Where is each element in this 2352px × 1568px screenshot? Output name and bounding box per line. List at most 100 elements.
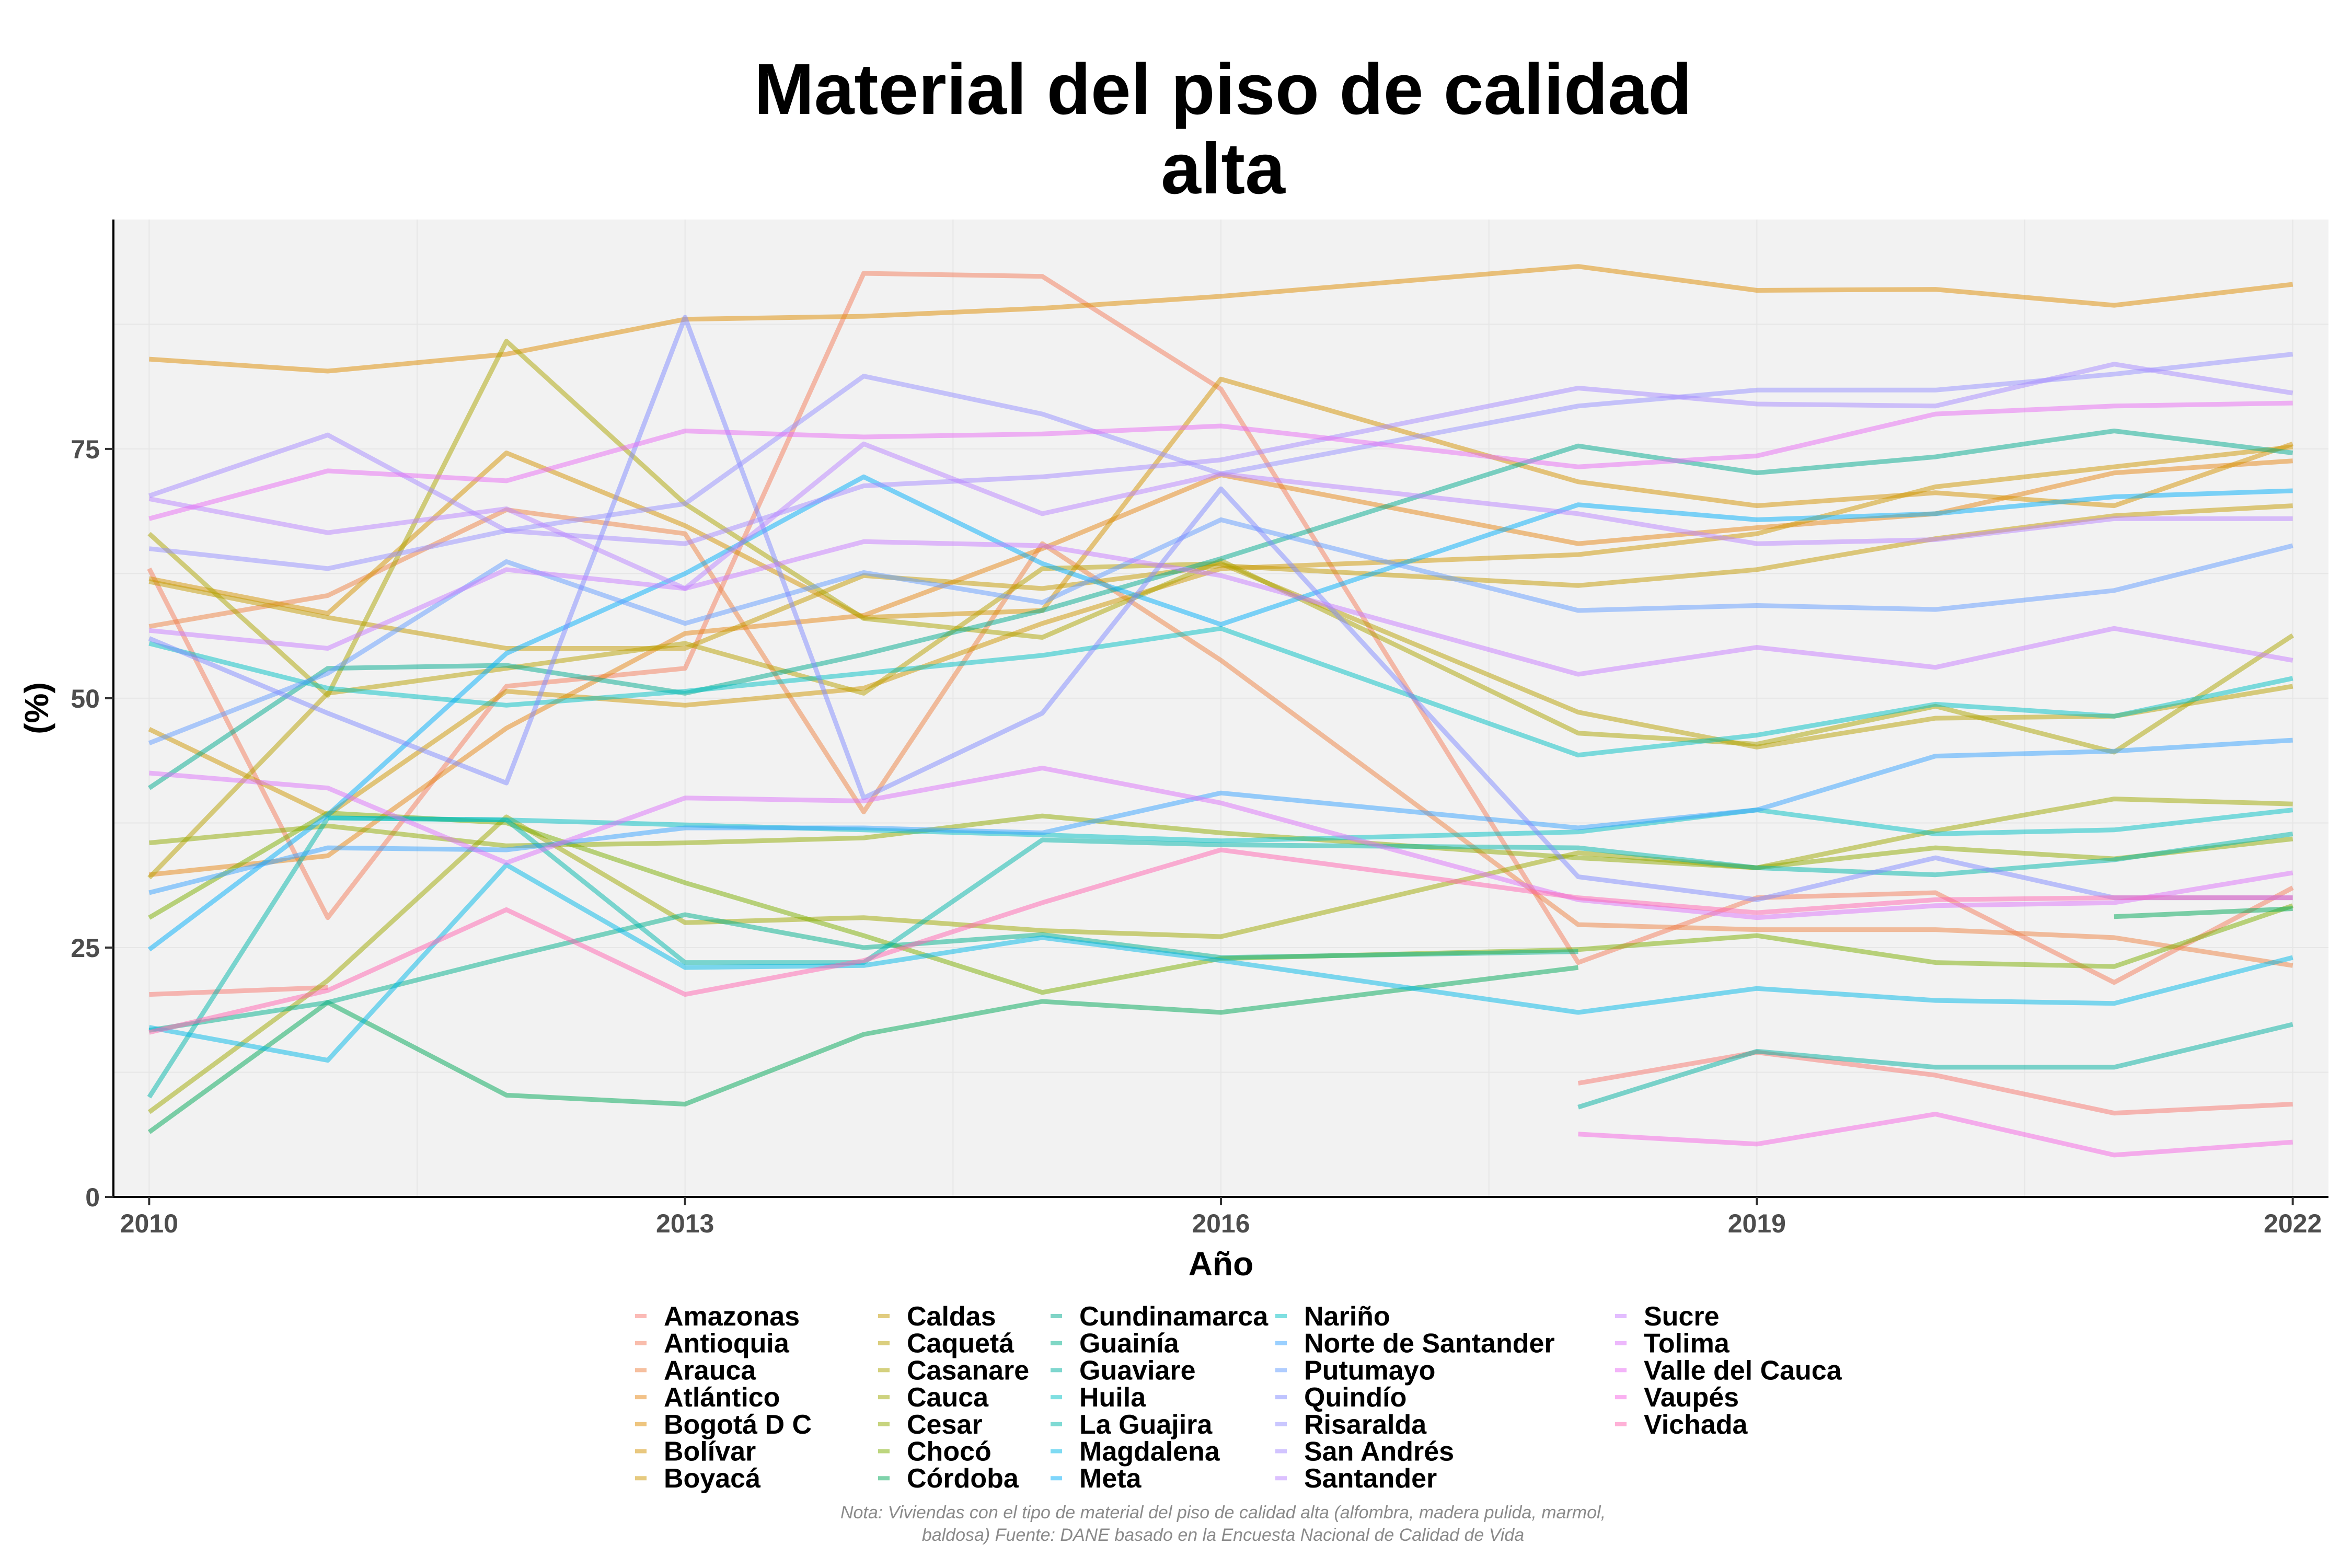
series-line-santander — [148, 441, 2293, 591]
legend-item-santander: Santander — [1275, 1463, 1437, 1494]
legend-label: Antioquia — [664, 1329, 790, 1359]
legend-item-cesar: Cesar — [878, 1410, 983, 1440]
legend-item-atlantico: Atlántico — [635, 1382, 780, 1413]
legend-label: Chocó — [907, 1437, 991, 1467]
y-tick-label: 0 — [85, 1183, 100, 1212]
legend-label: Boyacá — [664, 1463, 761, 1494]
legend-item-quindio: Quindío — [1275, 1382, 1406, 1413]
series-line-vichada — [148, 847, 2293, 1035]
legend-label: Nariño — [1304, 1301, 1390, 1332]
legend-label: Quindío — [1304, 1382, 1406, 1413]
x-axis-ticks: 2010 2013 2016 2019 2022 — [120, 1197, 2322, 1238]
legend-item-cauca: Cauca — [878, 1382, 989, 1413]
series-line-cesar — [148, 813, 2293, 870]
legend-item-magdalena: Magdalena — [1051, 1437, 1220, 1467]
legend-label: Caldas — [907, 1301, 996, 1332]
series-line-guaviare — [1577, 1022, 2293, 1110]
legend-label: Amazonas — [664, 1301, 800, 1332]
y-axis-ticks: 0 25 50 75 — [71, 435, 113, 1212]
legend-item-narino: Nariño — [1275, 1301, 1390, 1332]
series-line-caqueta — [147, 561, 2293, 880]
legend-item-casanare: Casanare — [878, 1355, 1029, 1386]
legend-item-meta: Meta — [1051, 1463, 1142, 1494]
x-axis-label: Año — [1189, 1245, 1253, 1283]
series-line-bogota-d-c — [149, 264, 2293, 374]
legend-label: Caquetá — [907, 1329, 1014, 1359]
legend-label: La Guajira — [1079, 1410, 1213, 1440]
series-line-atlantico — [148, 458, 2293, 878]
series-line-narino — [328, 808, 2293, 844]
legend-label: Tolima — [1644, 1329, 1730, 1359]
legend-item-caqueta: Caquetá — [878, 1329, 1014, 1359]
legend-item-amazonas: Amazonas — [635, 1301, 800, 1332]
legend-label: Cauca — [907, 1382, 989, 1413]
legend-item-arauca: Arauca — [635, 1355, 756, 1386]
series-lines — [147, 264, 2295, 1158]
series-line-huila — [148, 626, 2293, 758]
legend-item-san-andres: San Andrés — [1275, 1437, 1454, 1467]
y-tick-label: 75 — [71, 435, 100, 464]
legend-label: Norte de Santander — [1304, 1329, 1555, 1359]
caption-line-1: Nota: Viviendas con el tipo de material … — [840, 1503, 1606, 1523]
legend-item-valle-del-cauca: Valle del Cauca — [1615, 1355, 1842, 1386]
legend-item-sucre: Sucre — [1615, 1301, 1720, 1332]
series-line-tolima — [149, 766, 2293, 920]
y-tick-label: 25 — [71, 933, 100, 963]
series-line-cordoba — [147, 906, 2293, 1134]
x-tick-label: 2019 — [1728, 1209, 1786, 1238]
legend-label: San Andrés — [1304, 1437, 1454, 1467]
legend-label: Guaviare — [1079, 1355, 1196, 1386]
legend-label: Putumayo — [1304, 1355, 1435, 1386]
x-tick-label: 2013 — [656, 1209, 714, 1238]
legend-label: Vaupés — [1644, 1382, 1739, 1413]
series-line-antioquia — [147, 271, 2294, 985]
legend-item-guainia: Guainía — [1051, 1329, 1180, 1359]
series-line-magdalena — [148, 862, 2293, 1063]
series-line-quindio — [148, 315, 2293, 902]
legend-label: Bolívar — [664, 1437, 756, 1467]
series-line-meta — [147, 474, 2293, 952]
legend-label: Bogotá D C — [664, 1410, 812, 1440]
series-line-vaupes — [1578, 1112, 2293, 1158]
legend-label: Cesar — [907, 1410, 983, 1440]
legend-label: Vichada — [1644, 1410, 1748, 1440]
series-line-cundinamarca — [147, 429, 2293, 790]
legend-item-boyaca: Boyacá — [635, 1463, 761, 1494]
legend-label: Huila — [1079, 1382, 1146, 1413]
y-axis-label: (%) — [18, 682, 55, 734]
legend-item-guaviare: Guaviare — [1051, 1355, 1196, 1386]
series-line-risaralda — [148, 352, 2293, 571]
legend-item-huila: Huila — [1051, 1382, 1146, 1413]
x-tick-label: 2010 — [120, 1209, 178, 1238]
grid-lines — [113, 220, 2328, 1197]
legend-item-cordoba: Córdoba — [878, 1463, 1019, 1494]
legend-item-vaupes: Vaupés — [1615, 1382, 1739, 1413]
legend-label: Cundinamarca — [1079, 1301, 1269, 1332]
legend-label: Guainía — [1079, 1329, 1180, 1359]
legend-label: Meta — [1079, 1463, 1142, 1494]
legend-item-cundinamarca: Cundinamarca — [1051, 1301, 1269, 1332]
legend-item-risaralda: Risaralda — [1275, 1410, 1427, 1440]
legend-item-bolivar: Bolívar — [635, 1437, 756, 1467]
chart-title-line-1: Material del piso de calidad — [754, 49, 1692, 130]
chart-title-line-2: alta — [1161, 129, 1286, 209]
legend-label: Casanare — [907, 1355, 1029, 1386]
series-line-guainia — [148, 912, 1578, 1033]
y-tick-label: 50 — [71, 684, 100, 713]
x-tick-label: 2016 — [1192, 1209, 1250, 1238]
legend-label: Córdoba — [907, 1463, 1019, 1494]
legend-label: Arauca — [664, 1355, 756, 1386]
series-line-valle-del-cauca — [148, 400, 2293, 521]
legend-label: Santander — [1304, 1463, 1437, 1494]
caption-line-2: baldosa) Fuente: DANE basado en la Encue… — [922, 1525, 1524, 1545]
legend-item-caldas: Caldas — [878, 1301, 996, 1332]
legend-label: Risaralda — [1304, 1410, 1427, 1440]
legend-item-la-guajira: La Guajira — [1051, 1410, 1213, 1440]
legend-item-tolima: Tolima — [1615, 1329, 1730, 1359]
legend-label: Magdalena — [1079, 1437, 1220, 1467]
legend-item-vichada: Vichada — [1615, 1410, 1748, 1440]
legend-label: Valle del Cauca — [1644, 1355, 1842, 1386]
legend-item-antioquia: Antioquia — [635, 1329, 790, 1359]
series-line-sucre — [148, 539, 2293, 677]
